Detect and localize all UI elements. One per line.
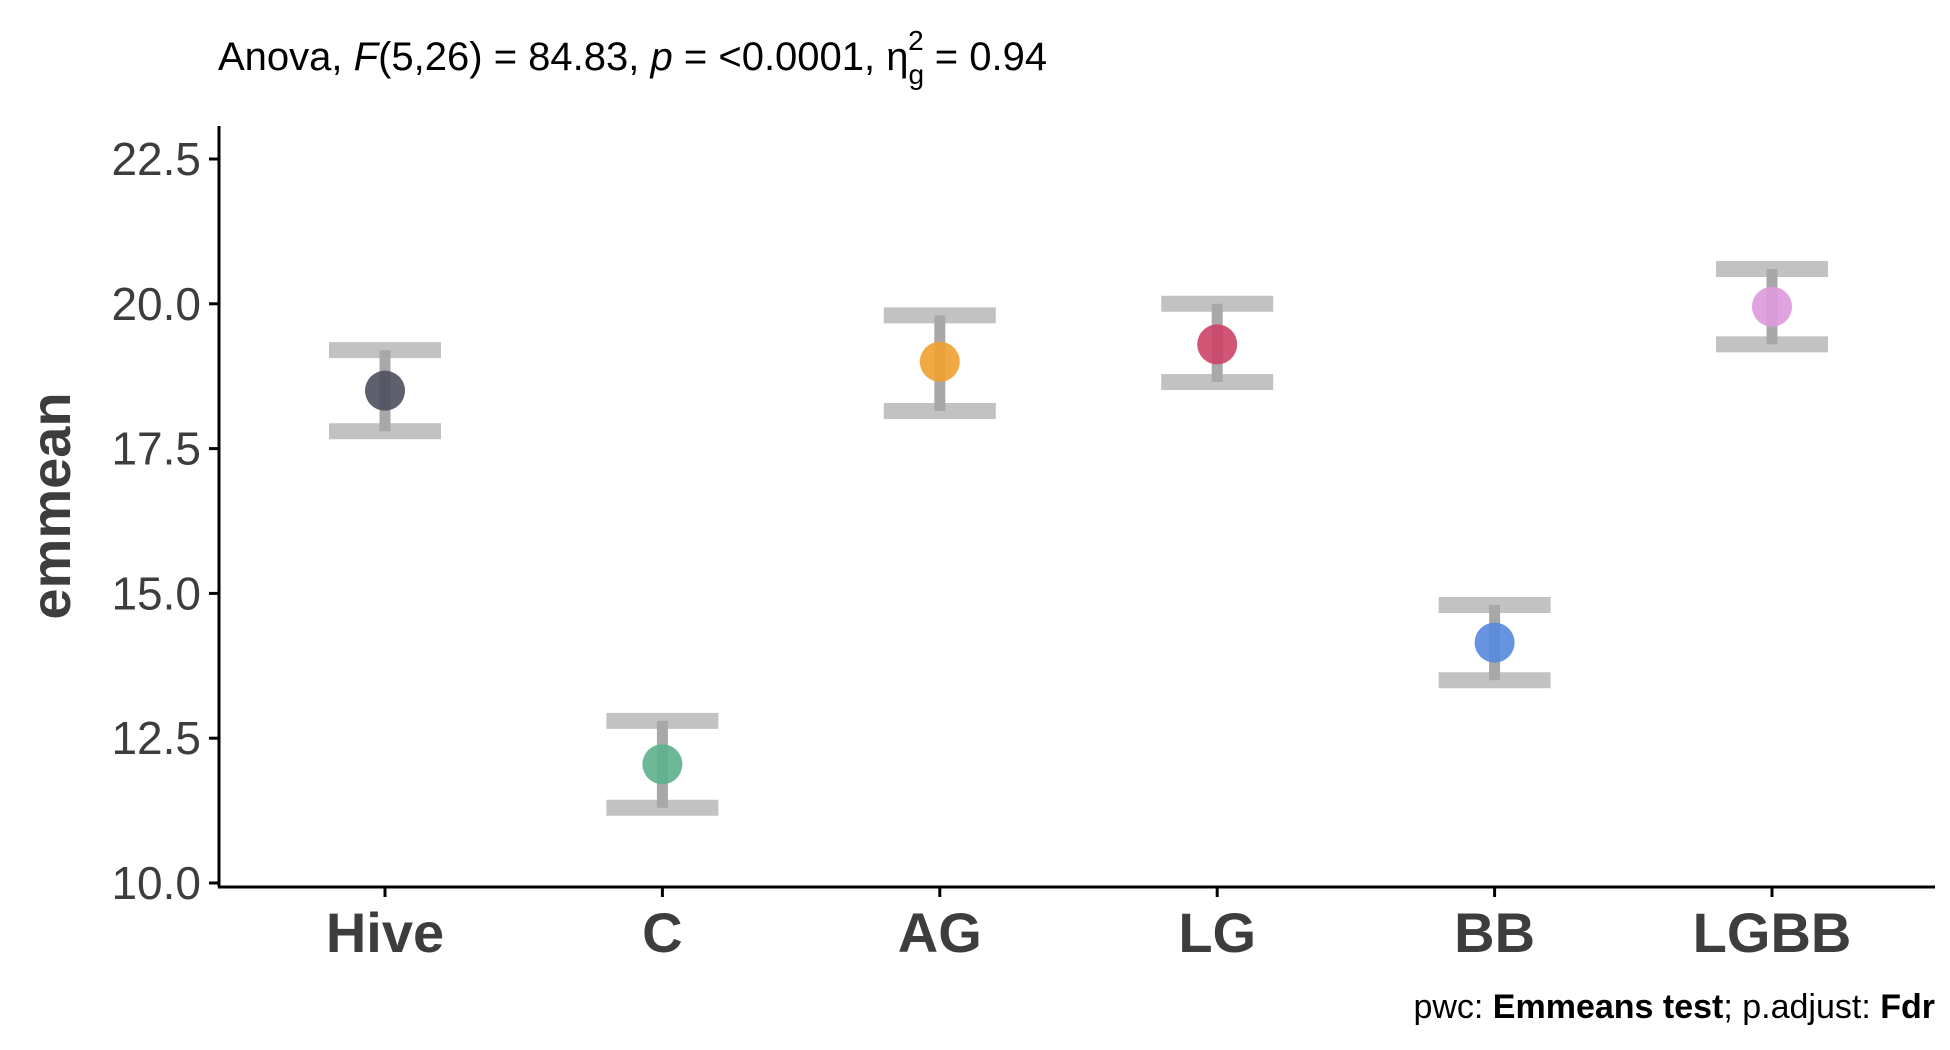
data-point-lg [1197, 324, 1238, 365]
data-point-lgbb [1752, 286, 1792, 327]
chart-caption: pwc: Emmeans test; p.adjust: Fdr [1413, 988, 1935, 1026]
y-ticks: 10.0 12.5 15.0 17.5 20.0 22.5 [111, 133, 219, 909]
x-tick-label-bb: BB [1454, 901, 1535, 964]
data-point-ag [919, 341, 960, 382]
y-tick-label: 12.5 [111, 712, 201, 764]
x-tick-label-hive: Hive [326, 901, 444, 964]
x-tick-label-ag: AG [898, 901, 982, 964]
x-tick-label-c: C [642, 901, 682, 964]
x-tick-label-lgbb: LGBB [1693, 901, 1852, 964]
point-group-bb [1438, 596, 1551, 689]
y-tick-label: 17.5 [111, 423, 201, 475]
y-tick-label: 20.0 [111, 278, 201, 330]
data-point-c [642, 744, 683, 785]
point-group-ag [883, 307, 996, 419]
point-group-lg [1161, 295, 1274, 390]
x-tick-label-lg: LG [1178, 901, 1256, 964]
point-group-lgbb [1716, 261, 1828, 353]
y-tick-label: 15.0 [111, 567, 201, 619]
point-group-c [606, 712, 719, 816]
data-marks [329, 261, 1828, 816]
y-tick-label: 22.5 [111, 133, 201, 185]
y-tick-label: 10.0 [111, 857, 201, 909]
data-point-hive [365, 370, 405, 411]
x-ticks: Hive C AG LG BB LGBB [326, 887, 1851, 964]
point-group-hive [329, 342, 441, 440]
y-axis-title: emmean [19, 392, 82, 619]
chart-subtitle: Anova, F(5,26) = 84.83, p = <0.0001, ηg2… [218, 25, 1047, 90]
data-point-bb [1474, 622, 1515, 663]
